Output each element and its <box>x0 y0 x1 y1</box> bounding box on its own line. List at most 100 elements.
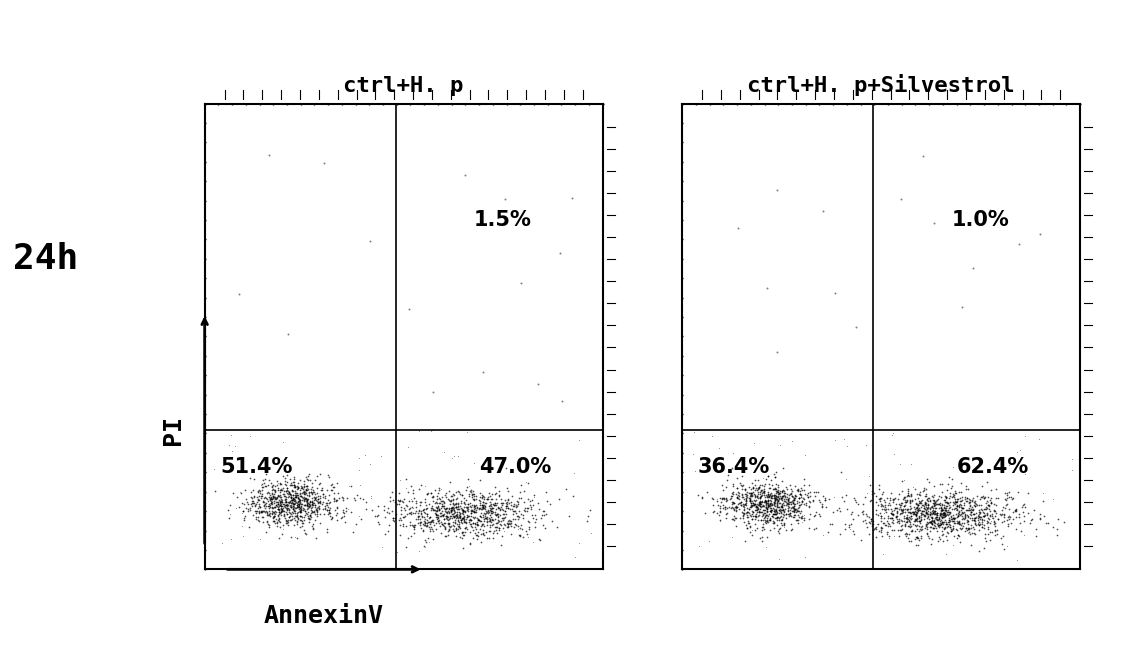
Point <box>916 505 935 516</box>
Point <box>288 509 306 519</box>
Point <box>979 529 997 539</box>
Point <box>949 509 968 519</box>
Point <box>957 505 976 515</box>
Point <box>969 515 987 525</box>
Point <box>937 517 955 527</box>
Point <box>249 514 267 525</box>
Point <box>796 480 814 490</box>
Point <box>500 519 518 529</box>
Point <box>757 507 775 517</box>
Point <box>294 476 313 486</box>
Point <box>763 499 781 510</box>
Point <box>473 504 491 514</box>
Point <box>244 490 263 501</box>
Point <box>285 486 304 496</box>
Point <box>781 484 799 494</box>
Point <box>273 505 291 515</box>
Point <box>233 506 251 516</box>
Point <box>926 507 944 518</box>
Point <box>749 483 767 493</box>
Point <box>727 521 745 532</box>
Point <box>907 509 926 519</box>
Point <box>408 512 426 523</box>
Point <box>719 508 737 518</box>
Point <box>763 510 781 521</box>
Point <box>881 507 899 518</box>
Point <box>301 475 319 485</box>
Point <box>420 521 438 532</box>
Point <box>906 507 924 518</box>
Point <box>291 506 309 516</box>
Point <box>758 283 777 293</box>
Point <box>912 510 930 521</box>
Point <box>749 510 767 521</box>
Point <box>290 494 308 504</box>
Point <box>485 488 504 499</box>
Point <box>910 503 928 513</box>
Point <box>296 479 314 489</box>
Point <box>741 496 760 506</box>
Point <box>738 503 756 513</box>
Point <box>284 498 302 509</box>
Point <box>465 503 483 514</box>
Point <box>938 527 956 538</box>
Point <box>769 492 787 502</box>
Point <box>500 518 518 529</box>
Point <box>755 505 773 516</box>
Point <box>491 494 509 504</box>
Point <box>273 485 291 496</box>
Point <box>254 485 272 495</box>
Point <box>497 463 515 473</box>
Point <box>928 519 946 529</box>
Point <box>882 488 901 498</box>
Point <box>928 510 946 520</box>
Point <box>284 507 302 518</box>
Point <box>733 510 752 521</box>
Point <box>961 497 979 507</box>
Point <box>902 536 920 546</box>
Point <box>778 498 796 509</box>
Point <box>886 493 904 503</box>
Point <box>747 509 765 519</box>
Point <box>297 493 315 503</box>
Point <box>302 488 321 499</box>
Point <box>487 510 505 520</box>
Point <box>806 509 824 520</box>
Point <box>271 507 289 518</box>
Point <box>291 494 309 505</box>
Point <box>783 511 802 521</box>
Point <box>930 510 948 520</box>
Point <box>246 499 264 510</box>
Point <box>961 505 979 515</box>
Point <box>760 498 778 508</box>
Point <box>887 512 905 523</box>
Point <box>304 499 322 510</box>
Point <box>285 480 304 490</box>
Point <box>727 489 745 499</box>
Point <box>412 508 430 518</box>
Point <box>257 527 275 537</box>
Point <box>319 509 338 519</box>
Point <box>279 502 297 512</box>
Point <box>732 471 750 481</box>
Point <box>973 515 991 525</box>
Point <box>860 470 878 481</box>
Point <box>478 533 496 543</box>
Point <box>271 509 289 520</box>
Point <box>290 496 308 506</box>
Point <box>489 512 507 522</box>
Point <box>779 503 797 513</box>
Point <box>277 503 296 514</box>
Point <box>499 516 517 526</box>
Point <box>428 502 446 512</box>
Point <box>269 501 288 511</box>
Point <box>479 507 497 518</box>
Point <box>288 500 306 510</box>
Point <box>418 521 437 531</box>
Point <box>932 514 951 525</box>
Point <box>492 540 511 551</box>
Point <box>708 494 727 505</box>
Point <box>499 521 517 531</box>
Point <box>868 518 886 529</box>
Point <box>918 517 936 527</box>
